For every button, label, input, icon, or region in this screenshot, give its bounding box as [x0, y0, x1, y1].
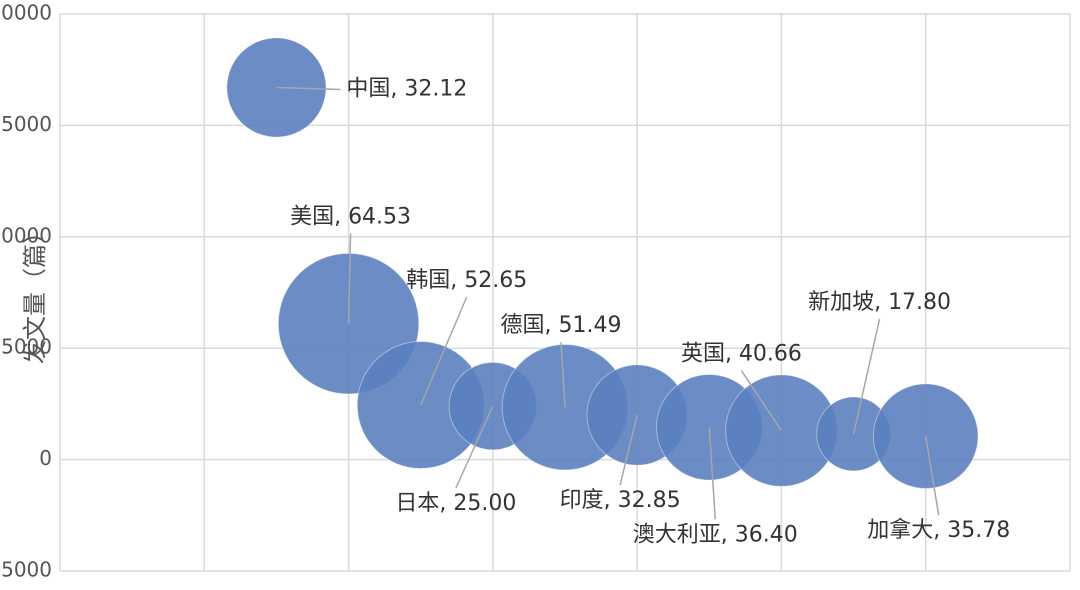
leader-line [924, 436, 940, 516]
y-tick-label: -5000 [0, 558, 52, 582]
data-label: 印度, 32.85 [560, 488, 681, 513]
bubble [872, 383, 979, 490]
leader-line [420, 296, 468, 406]
data-label: 中国, 32.12 [346, 77, 467, 102]
leader-line [347, 233, 352, 324]
data-label: 新加坡, 17.80 [808, 290, 951, 315]
y-tick-label: 5000 [1, 335, 52, 359]
leader-line [852, 318, 881, 435]
data-label: 德国, 51.49 [501, 313, 622, 338]
data-label: 美国, 64.53 [290, 205, 411, 230]
leader-line [560, 342, 566, 408]
y-tick-label: 15000 [0, 112, 52, 136]
y-axis-label: 发文量（篇） [21, 220, 49, 364]
data-label: 澳大利亚, 36.40 [633, 522, 798, 547]
data-label: 日本, 25.00 [395, 491, 516, 516]
leader-line [276, 86, 341, 91]
leader-line [708, 427, 717, 520]
leader-line [740, 370, 783, 432]
leader-line [619, 414, 638, 486]
y-tick-label: 0 [39, 446, 52, 470]
y-tick-label: 20000 [0, 1, 52, 25]
data-label: 英国, 40.66 [681, 342, 802, 367]
leader-line [455, 405, 494, 489]
data-label: 加拿大, 35.78 [867, 517, 1010, 543]
data-label: 韩国, 52.65 [406, 268, 527, 293]
y-tick-label: 10000 [0, 223, 52, 247]
